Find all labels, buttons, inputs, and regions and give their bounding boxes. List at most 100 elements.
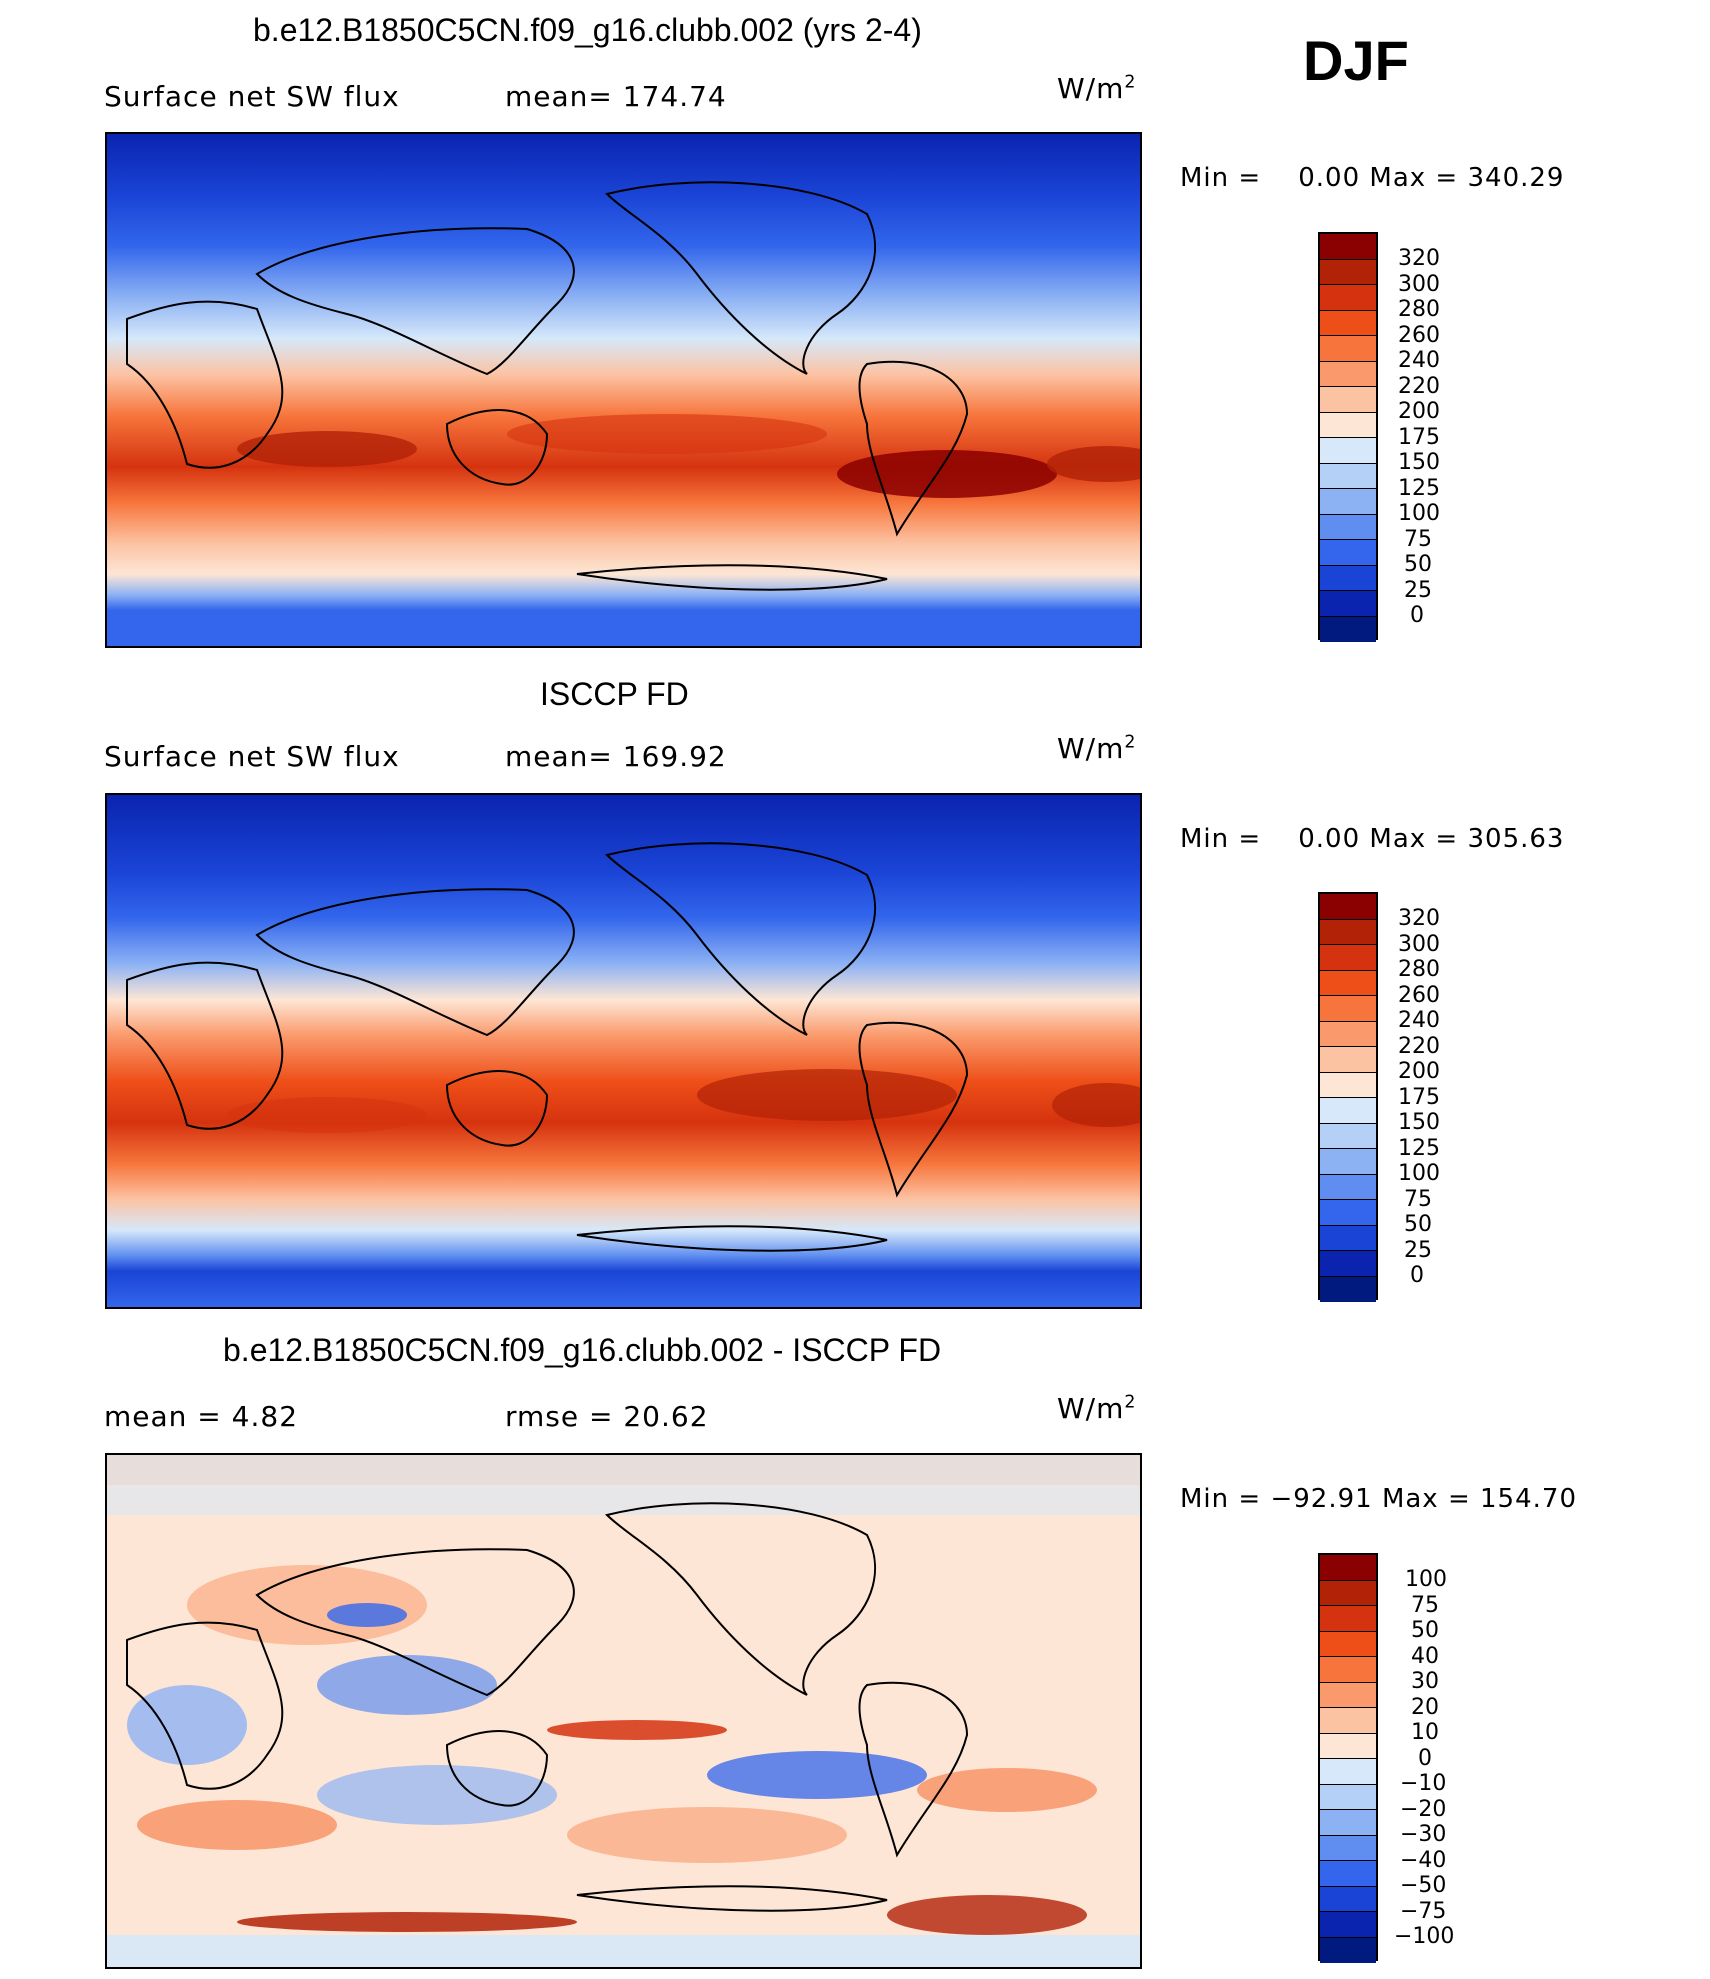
colorbar-swatch: [1320, 234, 1376, 260]
colorbar-swatch: [1320, 945, 1376, 971]
panel-1-units: W/m2: [1057, 72, 1137, 105]
colorbar-label: 240: [1398, 348, 1440, 373]
panel-2-variable-label: Surface net SW flux: [104, 740, 400, 773]
colorbar-swatch: [1320, 591, 1376, 617]
panel-3-map-svg: [107, 1455, 1140, 1967]
colorbar-label: 220: [1398, 1034, 1440, 1059]
colorbar-label: 0: [1410, 1263, 1424, 1288]
panel-3-rmse-label: rmse = 20.62: [505, 1400, 709, 1433]
colorbar-swatch: [1320, 1759, 1376, 1785]
colorbar-swatch: [1320, 1149, 1376, 1175]
colorbar-swatch: [1320, 894, 1376, 920]
colorbar-swatch: [1320, 1733, 1376, 1759]
season-label: DJF: [1303, 29, 1409, 92]
colorbar-label: 40: [1411, 1644, 1439, 1669]
colorbar-swatch: [1320, 1912, 1376, 1938]
colorbar-swatch: [1320, 1657, 1376, 1683]
colorbar-label: 125: [1398, 476, 1440, 501]
colorbar-swatch: [1320, 1631, 1376, 1657]
panel-3-title: b.e12.B1850C5CN.f09_g16.clubb.002 - ISCC…: [223, 1332, 942, 1368]
colorbar-swatch: [1320, 996, 1376, 1022]
panel-2-units: W/m2: [1057, 732, 1137, 765]
colorbar-label: 100: [1405, 1567, 1447, 1592]
colorbar-swatch: [1320, 259, 1376, 285]
colorbar-label: 220: [1398, 374, 1440, 399]
colorbar-label: 50: [1404, 1212, 1432, 1237]
colorbar-label: 100: [1398, 501, 1440, 526]
colorbar-label: 10: [1411, 1720, 1439, 1745]
colorbar-swatch: [1320, 1861, 1376, 1887]
colorbar-label: 0: [1410, 603, 1424, 628]
colorbar-swatch: [1320, 1682, 1376, 1708]
colorbar-label: 125: [1398, 1136, 1440, 1161]
colorbar-swatch: [1320, 1098, 1376, 1124]
panel-1-variable-label: Surface net SW flux: [104, 80, 400, 113]
colorbar-swatch: [1320, 514, 1376, 540]
colorbar-label: −50: [1400, 1873, 1447, 1898]
colorbar-label: 175: [1398, 1085, 1440, 1110]
colorbar-swatch: [1320, 565, 1376, 591]
colorbar-label: 240: [1398, 1008, 1440, 1033]
colorbar-label: 25: [1404, 1238, 1432, 1263]
colorbar-label: 75: [1404, 1187, 1432, 1212]
panel-1-mean-label: mean= 174.74: [505, 80, 727, 113]
colorbar-label: −40: [1400, 1848, 1447, 1873]
colorbar-swatch: [1320, 361, 1376, 387]
colorbar-swatch: [1320, 1123, 1376, 1149]
panel-1-colorbar: [1318, 232, 1378, 642]
panel-2-colorbar: [1318, 892, 1378, 1302]
panel-2-mean-label: mean= 169.92: [505, 740, 727, 773]
panel-1-map: [105, 132, 1142, 648]
panel-3-colorbar: [1318, 1553, 1378, 1963]
panel-1-title: b.e12.B1850C5CN.f09_g16.clubb.002 (yrs 2…: [253, 12, 922, 48]
colorbar-label: 300: [1398, 932, 1440, 957]
colorbar-label: 200: [1398, 399, 1440, 424]
colorbar-label: 20: [1411, 1695, 1439, 1720]
colorbar-label: 260: [1398, 983, 1440, 1008]
colorbar-label: 175: [1398, 425, 1440, 450]
panel-3-units: W/m2: [1057, 1392, 1137, 1425]
colorbar-swatch: [1320, 1580, 1376, 1606]
colorbar-swatch: [1320, 1555, 1376, 1581]
colorbar-swatch: [1320, 387, 1376, 413]
panel-2-map-svg: [107, 795, 1140, 1307]
colorbar-swatch: [1320, 1251, 1376, 1277]
colorbar-swatch: [1320, 1886, 1376, 1912]
colorbar-swatch: [1320, 616, 1376, 642]
colorbar-swatch: [1320, 1784, 1376, 1810]
panel-3-map: [105, 1453, 1142, 1969]
colorbar-swatch: [1320, 1200, 1376, 1226]
colorbar-label: 320: [1398, 246, 1440, 271]
colorbar-swatch: [1320, 1047, 1376, 1073]
colorbar-swatch: [1320, 412, 1376, 438]
panel-2-minmax: Min = 0.00 Max = 305.63: [1180, 824, 1565, 854]
colorbar-swatch: [1320, 1937, 1376, 1963]
colorbar-swatch: [1320, 310, 1376, 336]
panel-2-map: [105, 793, 1142, 1309]
colorbar-label: 150: [1398, 450, 1440, 475]
panel-1-map-svg: [107, 134, 1140, 646]
colorbar-label: 50: [1411, 1618, 1439, 1643]
colorbar-label: −30: [1400, 1822, 1447, 1847]
colorbar-swatch: [1320, 1225, 1376, 1251]
colorbar-label: −100: [1394, 1924, 1455, 1949]
colorbar-label: 280: [1398, 957, 1440, 982]
colorbar-label: 100: [1398, 1161, 1440, 1186]
colorbar-swatch: [1320, 1021, 1376, 1047]
colorbar-swatch: [1320, 285, 1376, 311]
colorbar-label: 260: [1398, 323, 1440, 348]
colorbar-label: 50: [1404, 552, 1432, 577]
panel-2-title: ISCCP FD: [540, 676, 689, 712]
colorbar-swatch: [1320, 489, 1376, 515]
colorbar-label: 75: [1411, 1593, 1439, 1618]
colorbar-label: 320: [1398, 906, 1440, 931]
colorbar-swatch: [1320, 1174, 1376, 1200]
colorbar-swatch: [1320, 919, 1376, 945]
colorbar-label: 0: [1418, 1746, 1432, 1771]
colorbar-swatch: [1320, 970, 1376, 996]
colorbar-swatch: [1320, 1835, 1376, 1861]
colorbar-label: 150: [1398, 1110, 1440, 1135]
panel-3-mean-label: mean = 4.82: [104, 1400, 299, 1433]
panel-1-minmax: Min = 0.00 Max = 340.29: [1180, 163, 1565, 193]
colorbar-swatch: [1320, 1606, 1376, 1632]
